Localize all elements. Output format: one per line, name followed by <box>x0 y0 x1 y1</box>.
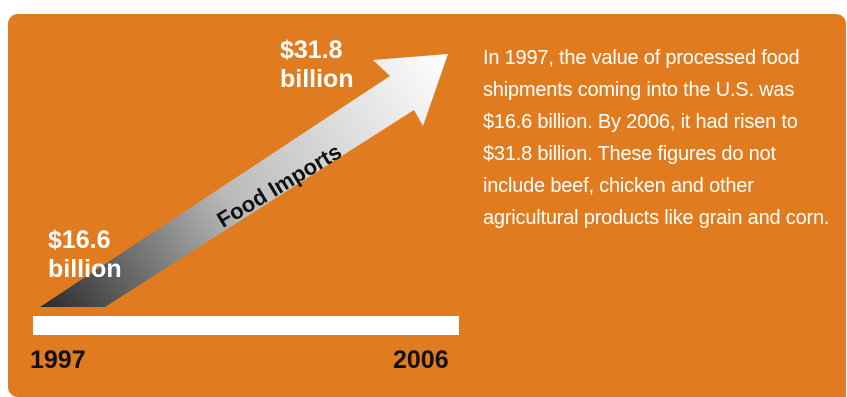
start-value-label: $16.6 billion <box>48 226 122 284</box>
start-value-amount: $16.6 <box>48 226 111 254</box>
description-text: In 1997, the value of processed food shi… <box>483 47 830 229</box>
food-imports-chart: Food Imports <box>33 54 459 335</box>
infographic-panel: Food Imports $16.6 billion $31.8 billion… <box>8 14 846 397</box>
end-value-amount: $31.8 <box>280 36 343 64</box>
end-value-unit: billion <box>280 65 354 93</box>
start-year-label: 1997 <box>30 346 86 374</box>
growth-arrow <box>40 54 448 307</box>
end-year-label: 2006 <box>393 346 449 374</box>
start-value-unit: billion <box>48 255 122 283</box>
end-value-label: $31.8 billion <box>280 36 354 94</box>
timeline-axis-bar <box>33 316 459 335</box>
